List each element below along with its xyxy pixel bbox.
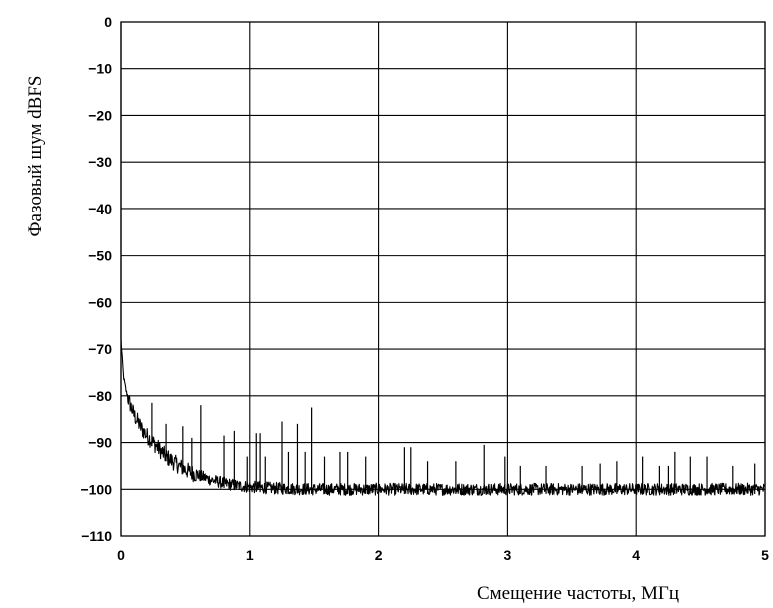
x-tick-labels: 0 1 2 3 4 5 bbox=[117, 547, 769, 563]
y-tick-labels: 0 −10 −20 −30 −40 −50 −60 −70 −80 −90 −100 −110 bbox=[80, 14, 112, 544]
y-tick-label: −10 bbox=[88, 61, 112, 77]
y-tick-label: −50 bbox=[88, 248, 112, 264]
y-tick-label: −40 bbox=[88, 201, 112, 217]
x-tick-label: 0 bbox=[117, 547, 125, 563]
x-axis-label: Смещение частоты, МГц bbox=[477, 583, 679, 604]
y-tick-label: −100 bbox=[80, 481, 112, 497]
x-tick-label: 4 bbox=[632, 547, 640, 563]
y-tick-label: −90 bbox=[88, 435, 112, 451]
phase-noise-trace bbox=[120, 338, 766, 496]
y-tick-label: −30 bbox=[88, 154, 112, 170]
x-tick-label: 5 bbox=[761, 547, 769, 563]
y-tick-label: −20 bbox=[88, 107, 112, 123]
x-tick-label: 2 bbox=[375, 547, 383, 563]
y-tick-label: −80 bbox=[88, 388, 112, 404]
y-tick-label: −70 bbox=[88, 341, 112, 357]
plot-frame bbox=[120, 21, 766, 537]
y-tick-label: −60 bbox=[88, 294, 112, 310]
x-tick-label: 1 bbox=[246, 547, 254, 563]
y-tick-label: −110 bbox=[81, 528, 112, 544]
plot-area bbox=[121, 22, 765, 536]
series-group bbox=[120, 22, 766, 496]
y-axis-label: Фазовый шум dBFS bbox=[25, 76, 46, 237]
y-tick-label: 0 bbox=[104, 14, 112, 30]
x-tick-label: 3 bbox=[504, 547, 512, 563]
